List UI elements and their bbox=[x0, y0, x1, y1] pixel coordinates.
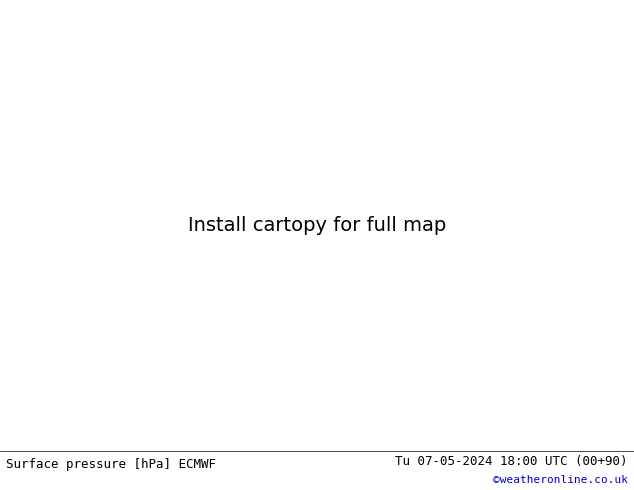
Text: Tu 07-05-2024 18:00 UTC (00+90): Tu 07-05-2024 18:00 UTC (00+90) bbox=[395, 455, 628, 468]
Text: Install cartopy for full map: Install cartopy for full map bbox=[188, 216, 446, 235]
Text: ©weatheronline.co.uk: ©weatheronline.co.uk bbox=[493, 475, 628, 485]
Text: Surface pressure [hPa] ECMWF: Surface pressure [hPa] ECMWF bbox=[6, 458, 216, 471]
